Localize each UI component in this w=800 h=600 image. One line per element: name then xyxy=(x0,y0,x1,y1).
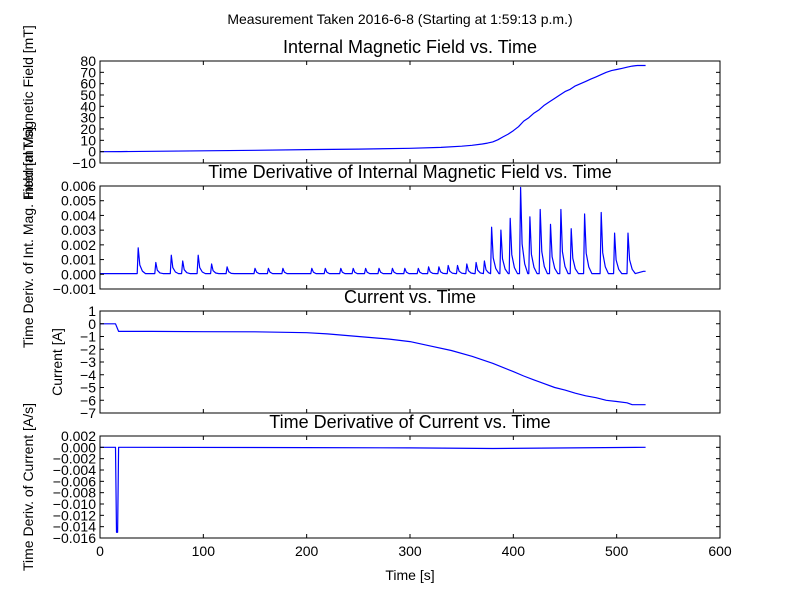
axes-frame xyxy=(99,435,721,539)
y-tick-label: 0.002 xyxy=(61,237,96,253)
y-tick-label: 0.000 xyxy=(61,439,96,455)
y-tick-label: −0.008 xyxy=(53,485,96,501)
panels: Internal Magnetic Field vs. Time−1001020… xyxy=(20,25,732,583)
x-tick-label: 200 xyxy=(295,543,319,559)
chart-title: Internal Magnetic Field vs. Time xyxy=(283,37,537,57)
y-tick-label: −2 xyxy=(80,341,96,357)
y-axis-label: Time Deriv. of Current [A/s] xyxy=(20,403,36,571)
y-tick-label: 1 xyxy=(88,303,96,319)
y-tick-label: 60 xyxy=(80,76,96,92)
chart-title: Current vs. Time xyxy=(344,287,476,307)
y-tick-label: −0.016 xyxy=(53,530,96,546)
x-tick-label: 0 xyxy=(96,543,104,559)
y-tick-label: 0 xyxy=(88,144,96,160)
y-tick-label: −6 xyxy=(80,392,96,408)
y-tick-label: 0.006 xyxy=(61,178,96,194)
y-tick-label: −0.012 xyxy=(53,507,96,523)
y-axis-label: Internal Magnetic Field [mT] xyxy=(20,25,36,199)
y-tick-label: −5 xyxy=(80,380,96,396)
y-tick-label: −0.004 xyxy=(53,462,96,478)
x-tick-label: 400 xyxy=(502,543,526,559)
chart-title: Time Derivative of Current vs. Time xyxy=(269,412,550,432)
y-tick-label: −7 xyxy=(80,405,96,421)
x-tick-label: 600 xyxy=(708,543,732,559)
axes-frame xyxy=(99,310,721,414)
y-tick-label: 70 xyxy=(80,64,96,80)
chart-panel-4: Time Derivative of Current vs. Time −0.01… xyxy=(20,403,732,583)
y-tick-label: 0.002 xyxy=(61,428,96,444)
y-tick-label: −1 xyxy=(80,329,96,345)
y-axis-label: Current [A] xyxy=(49,328,65,396)
y-tick-label: 50 xyxy=(80,87,96,103)
figure-suptitle: Measurement Taken 2016-6-8 (Starting at … xyxy=(227,11,572,27)
y-tick-label: −10 xyxy=(72,155,96,171)
y-tick-label: −4 xyxy=(80,367,96,383)
y-tick-label: 20 xyxy=(80,121,96,137)
y-tick-label: 0.005 xyxy=(61,193,96,209)
y-tick-label: 30 xyxy=(80,110,96,126)
chart-panel-1: Internal Magnetic Field vs. Time −1001020… xyxy=(20,25,721,199)
y-tick-label: −3 xyxy=(80,354,96,370)
series-line xyxy=(99,64,646,153)
y-tick-label: 0.000 xyxy=(61,266,96,282)
x-axis-label: Time [s] xyxy=(385,567,434,583)
series-line xyxy=(100,186,646,275)
y-tick-label: 0.004 xyxy=(61,207,96,223)
y-tick-label: 10 xyxy=(80,132,96,148)
series-line xyxy=(100,323,646,406)
y-axis-label: Time Deriv. of Int. Mag. Field [mT/s] xyxy=(20,127,36,348)
series-line xyxy=(100,446,646,533)
y-tick-label: −0.001 xyxy=(53,281,96,297)
y-tick-label: 0.003 xyxy=(61,222,96,238)
y-tick-label: −0.010 xyxy=(53,496,96,512)
x-tick-label: 500 xyxy=(605,543,629,559)
chart-title: Time Derivative of Internal Magnetic Fie… xyxy=(208,162,611,182)
y-tick-label: 0.001 xyxy=(61,252,96,268)
x-tick-label: 300 xyxy=(398,543,422,559)
chart-panel-2: Time Derivative of Internal Magnetic Fie… xyxy=(20,127,721,348)
y-tick-label: −0.006 xyxy=(53,473,96,489)
y-tick-label: 80 xyxy=(80,53,96,69)
y-tick-label: 0 xyxy=(88,316,96,332)
chart-panel-3: Current vs. Time −7−6−5−4−3−2−101 Current … xyxy=(49,287,721,421)
x-tick-label: 100 xyxy=(192,543,216,559)
y-tick-label: 40 xyxy=(80,98,96,114)
y-tick-label: −0.002 xyxy=(53,451,96,467)
y-tick-label: −0.014 xyxy=(53,519,96,535)
